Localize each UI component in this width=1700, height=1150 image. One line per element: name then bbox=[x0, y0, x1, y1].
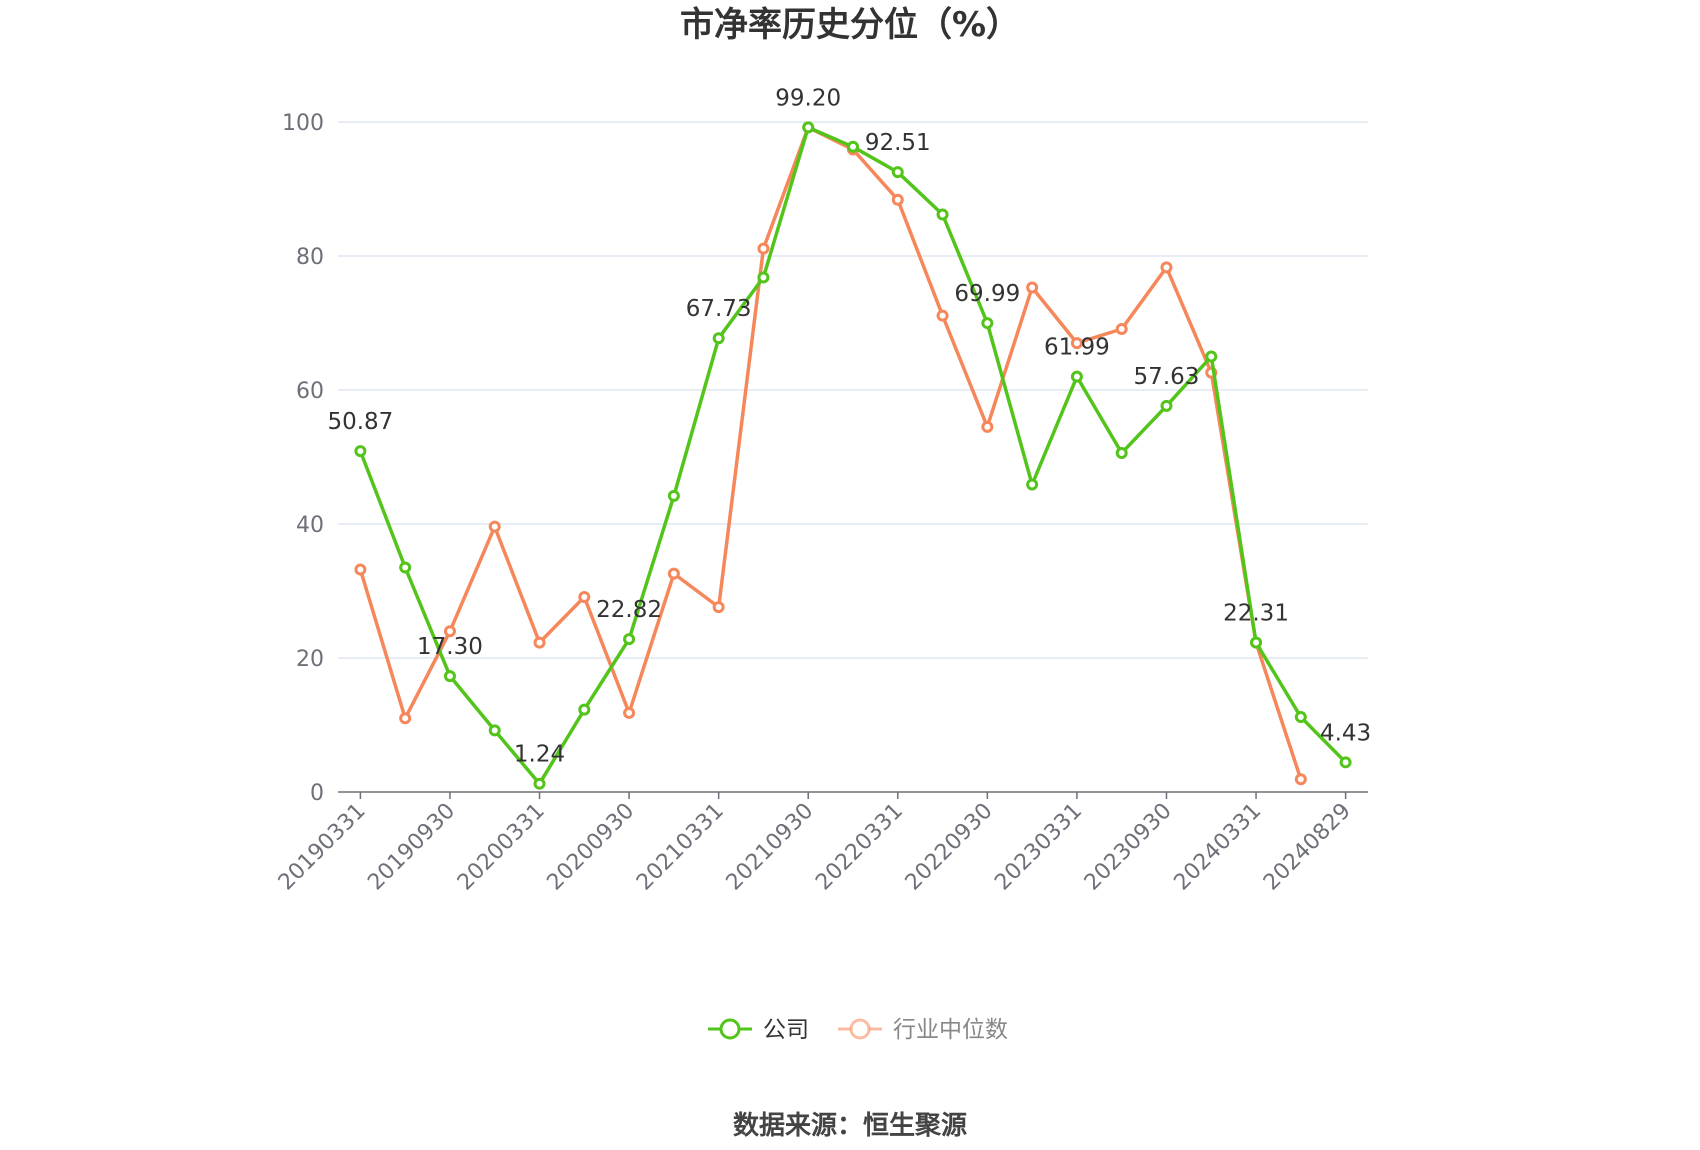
data-source-note: 数据来源：恒生聚源 bbox=[733, 1111, 967, 1141]
data-point[interactable] bbox=[399, 561, 412, 574]
data-point[interactable] bbox=[757, 271, 770, 284]
series-company bbox=[354, 121, 1352, 790]
data-point[interactable] bbox=[1294, 710, 1307, 723]
data-label: 1.24 bbox=[514, 742, 565, 768]
y-tick-label: 80 bbox=[296, 245, 324, 270]
data-point[interactable] bbox=[623, 706, 636, 719]
series-layer bbox=[354, 121, 1352, 790]
data-point[interactable] bbox=[1339, 756, 1352, 769]
data-point[interactable] bbox=[1026, 478, 1039, 491]
data-point[interactable] bbox=[399, 712, 412, 725]
data-point[interactable] bbox=[1026, 281, 1039, 294]
data-point[interactable] bbox=[623, 633, 636, 646]
legend-item-company[interactable]: 公司 bbox=[708, 1017, 809, 1043]
data-label: 17.30 bbox=[417, 634, 483, 660]
data-point[interactable] bbox=[667, 567, 680, 580]
data-point[interactable] bbox=[981, 317, 994, 330]
data-label: 69.99 bbox=[954, 281, 1020, 307]
data-point[interactable] bbox=[578, 591, 591, 604]
x-axis: 2019033120190930202003312020093020210331… bbox=[274, 791, 1368, 896]
legend-item-industry-median[interactable]: 行业中位数 bbox=[838, 1017, 1008, 1043]
data-point[interactable] bbox=[1070, 337, 1083, 350]
legend-industry-circle-icon bbox=[849, 1018, 871, 1040]
x-tick-label: 20240829 bbox=[1259, 799, 1356, 896]
data-label: 61.99 bbox=[1044, 335, 1110, 361]
chart-title: 市净率历史分位（%） bbox=[680, 5, 1020, 45]
x-tick-label: 20230331 bbox=[990, 799, 1087, 896]
x-tick-label: 20200930 bbox=[542, 799, 639, 896]
x-tick-label: 20220331 bbox=[811, 799, 908, 896]
x-tick-label: 20200331 bbox=[453, 799, 550, 896]
data-label: 92.51 bbox=[865, 130, 931, 156]
data-label: 4.43 bbox=[1320, 720, 1371, 746]
data-point[interactable] bbox=[936, 208, 949, 221]
data-point[interactable] bbox=[1250, 636, 1263, 649]
data-point[interactable] bbox=[1294, 773, 1307, 786]
legend[interactable]: 公司 行业中位数 bbox=[708, 1017, 1008, 1043]
data-point[interactable] bbox=[936, 309, 949, 322]
x-tick-label: 20220930 bbox=[901, 799, 998, 896]
data-point[interactable] bbox=[667, 489, 680, 502]
legend-company-label: 公司 bbox=[763, 1017, 809, 1043]
x-tick-label: 20190331 bbox=[274, 799, 371, 896]
y-tick-label: 0 bbox=[310, 781, 324, 806]
data-point[interactable] bbox=[533, 777, 546, 790]
data-point[interactable] bbox=[443, 625, 456, 638]
legend-industry-label: 行业中位数 bbox=[893, 1017, 1008, 1043]
y-tick-label: 40 bbox=[296, 513, 324, 538]
data-label: 22.31 bbox=[1223, 601, 1289, 627]
data-point[interactable] bbox=[1115, 446, 1128, 459]
data-point[interactable] bbox=[533, 636, 546, 649]
data-point[interactable] bbox=[1160, 261, 1173, 274]
data-point[interactable] bbox=[891, 193, 904, 206]
series-line bbox=[358, 125, 1347, 786]
data-point[interactable] bbox=[712, 601, 725, 614]
x-tick-label: 20210930 bbox=[722, 799, 819, 896]
data-label: 99.20 bbox=[775, 85, 841, 111]
data-point[interactable] bbox=[354, 563, 367, 576]
x-tick-label: 20240331 bbox=[1169, 799, 1266, 896]
data-labels: 50.87 17.30 1.24 22.82 67.73 99.20 92.51 69.99 6… bbox=[327, 85, 1371, 767]
data-point[interactable] bbox=[354, 445, 367, 458]
x-tick-label: 20210331 bbox=[632, 799, 729, 896]
data-point[interactable] bbox=[712, 332, 725, 345]
y-axis: 0 20 40 60 80 100 bbox=[282, 111, 324, 806]
data-point[interactable] bbox=[1205, 350, 1218, 363]
series-industry-median bbox=[354, 121, 1307, 786]
data-point[interactable] bbox=[891, 166, 904, 179]
x-tick-label: 20230930 bbox=[1080, 799, 1177, 896]
data-point[interactable] bbox=[578, 703, 591, 716]
data-label: 22.82 bbox=[596, 597, 662, 623]
series-line bbox=[358, 125, 1303, 780]
data-point[interactable] bbox=[488, 520, 501, 533]
data-label: 57.63 bbox=[1134, 364, 1200, 390]
data-label: 67.73 bbox=[686, 296, 752, 322]
x-tick-label: 20190930 bbox=[363, 799, 460, 896]
data-point[interactable] bbox=[1070, 370, 1083, 383]
y-tick-label: 20 bbox=[296, 647, 324, 672]
data-point[interactable] bbox=[802, 121, 815, 134]
data-point[interactable] bbox=[847, 140, 859, 153]
grid-lines bbox=[338, 121, 1368, 659]
data-point[interactable] bbox=[757, 242, 770, 255]
data-point[interactable] bbox=[488, 724, 501, 737]
data-point[interactable] bbox=[1115, 323, 1128, 336]
data-point[interactable] bbox=[981, 420, 994, 433]
y-tick-label: 100 bbox=[282, 111, 324, 136]
data-point[interactable] bbox=[443, 670, 456, 683]
data-point[interactable] bbox=[1160, 399, 1173, 412]
y-tick-label: 60 bbox=[296, 379, 324, 404]
data-label: 50.87 bbox=[327, 409, 393, 435]
legend-company-circle-icon bbox=[719, 1018, 741, 1040]
